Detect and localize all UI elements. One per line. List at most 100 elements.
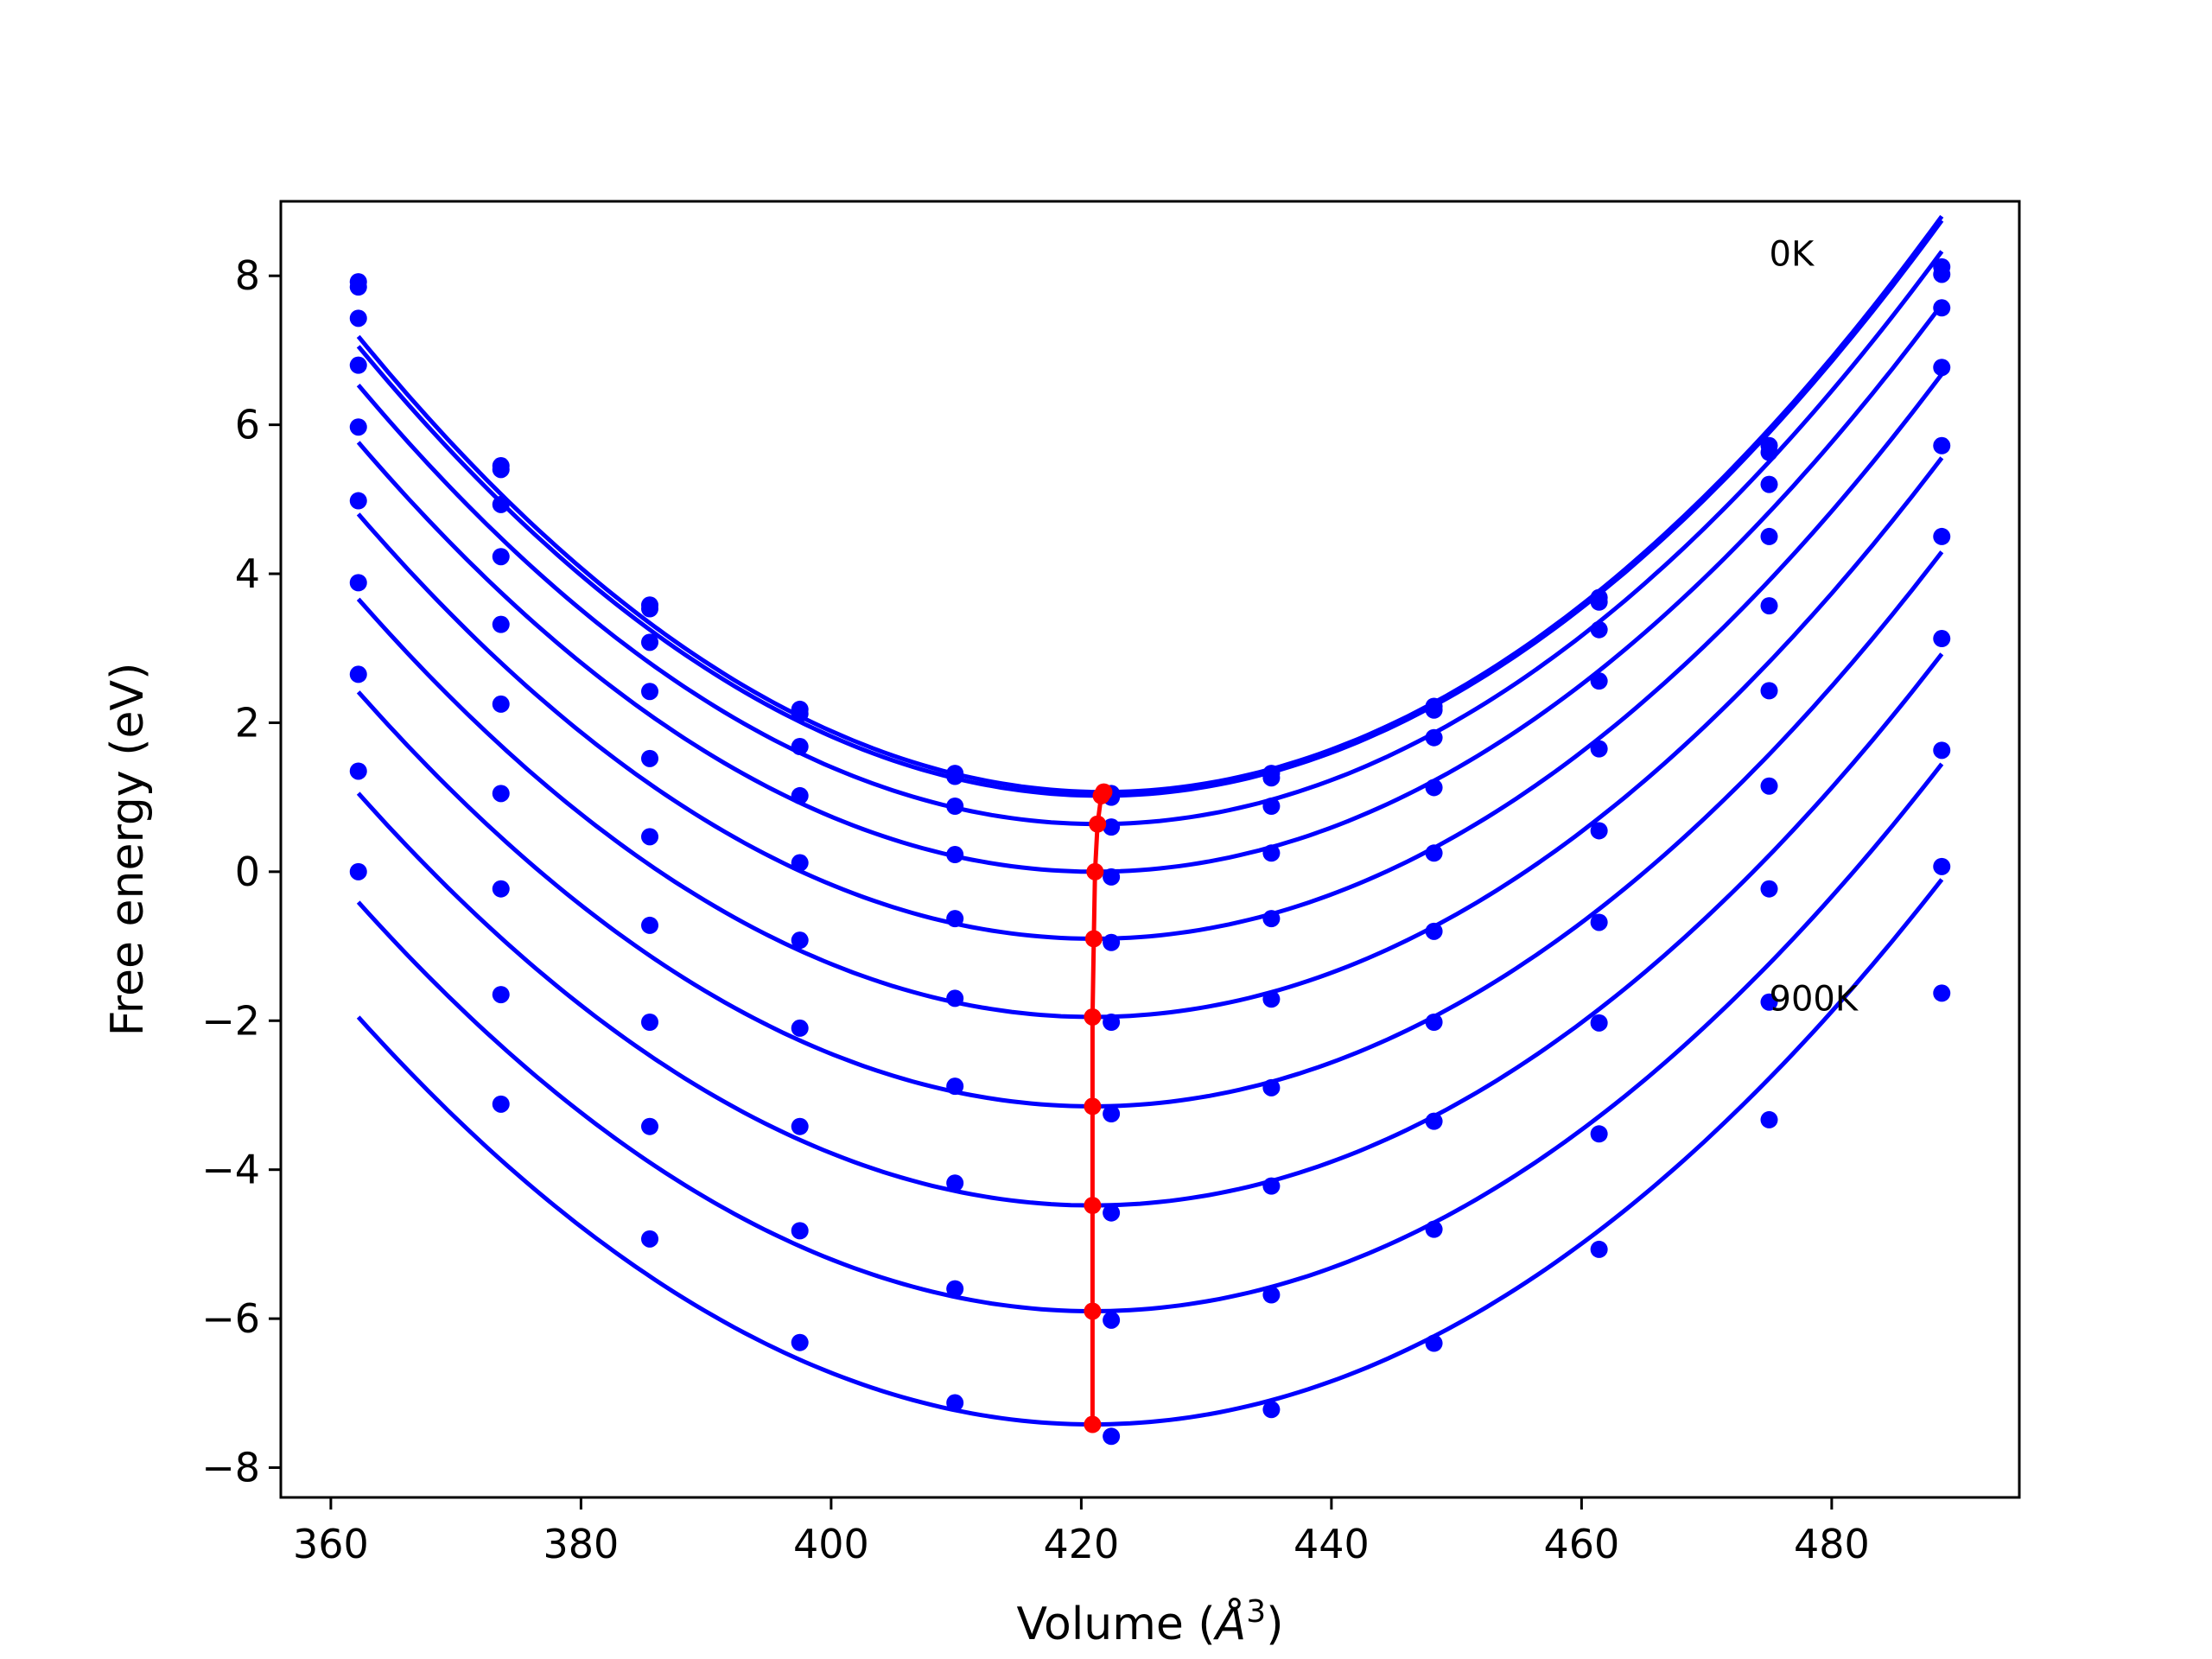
data-point (1590, 620, 1608, 639)
temperature-annotation: 900K (1770, 979, 1859, 1019)
data-point (1103, 1427, 1121, 1446)
data-point (349, 356, 367, 374)
data-point (1760, 682, 1778, 700)
data-point (1760, 527, 1778, 545)
minimum-point (1089, 815, 1107, 833)
data-point (1590, 822, 1608, 840)
data-point (1933, 630, 1951, 648)
data-point (1760, 475, 1778, 493)
data-point (1425, 1112, 1443, 1130)
data-point (1933, 527, 1951, 545)
fit-curve (356, 456, 1944, 1020)
y-tick-label: −4 (201, 1147, 260, 1193)
data-point (1262, 1286, 1281, 1304)
data-point (1262, 1401, 1281, 1419)
data-point (1262, 1078, 1281, 1096)
data-point (1425, 1334, 1443, 1352)
minimum-point (1084, 1302, 1102, 1320)
data-point (946, 767, 964, 785)
data-point (791, 931, 809, 950)
data-point (641, 828, 659, 846)
minimum-point (1084, 1197, 1102, 1215)
data-point (791, 1222, 809, 1240)
x-tick-label: 440 (1294, 1521, 1370, 1567)
data-point (946, 1174, 964, 1192)
y-tick-label: −6 (201, 1295, 260, 1342)
fit-curve (356, 550, 1944, 1109)
data-point (1262, 798, 1281, 815)
data-point (1103, 933, 1121, 951)
data-point (1933, 265, 1951, 283)
data-point (1933, 857, 1951, 875)
data-point (1425, 1220, 1443, 1238)
data-point (946, 1077, 964, 1096)
x-tick-label: 380 (543, 1521, 619, 1567)
data-point (349, 418, 367, 436)
data-point (1760, 597, 1778, 615)
plot-area (349, 214, 1951, 1446)
x-tick-label: 460 (1543, 1521, 1619, 1567)
data-point (492, 548, 510, 566)
data-point (1933, 359, 1951, 377)
data-point (946, 1280, 964, 1298)
fit-curve (356, 302, 1944, 874)
data-point (1262, 990, 1281, 1008)
data-point (1933, 299, 1951, 317)
data-point (492, 986, 510, 1004)
y-tick-label: 4 (235, 550, 260, 597)
minimum-point (1084, 1007, 1102, 1026)
fit-curves (356, 214, 1944, 1427)
data-point (349, 862, 367, 880)
minimum-point (1086, 862, 1104, 880)
minimum-point (1084, 930, 1103, 948)
data-point (1262, 844, 1281, 862)
data-point (791, 1117, 809, 1135)
data-point (492, 615, 510, 633)
y-axis-label: Free energy (eV) (102, 663, 154, 1037)
data-point (1425, 779, 1443, 797)
data-point (492, 461, 510, 479)
data-points (349, 257, 1951, 1446)
fit-curve (356, 219, 1944, 798)
data-point (1425, 728, 1443, 747)
data-point (349, 665, 367, 683)
data-point (1933, 984, 1951, 1002)
data-point (1103, 1014, 1121, 1031)
minima (1084, 783, 1113, 1433)
data-point (791, 705, 809, 723)
data-point (641, 916, 659, 934)
fit-curve (356, 214, 1944, 795)
x-tick-label: 480 (1794, 1521, 1870, 1567)
data-point (641, 600, 659, 618)
data-point (349, 762, 367, 780)
axis-ticks: 360 380 400 420 440 460 480 −8 −6 −4 −2 0 2 4 6 8 (201, 252, 1870, 1567)
data-point (946, 798, 964, 815)
data-point (492, 785, 510, 803)
data-point (1103, 1105, 1121, 1123)
minimum-point (1084, 1097, 1102, 1116)
data-point (791, 854, 809, 872)
data-point (492, 695, 510, 713)
data-point (1590, 1125, 1608, 1143)
minimum-point (1084, 1415, 1102, 1433)
data-point (1262, 1177, 1281, 1195)
data-point (1590, 740, 1608, 758)
minimum-point (1092, 786, 1110, 804)
data-point (349, 574, 367, 592)
data-point (1760, 1110, 1778, 1128)
data-point (791, 786, 809, 804)
data-point (1590, 593, 1608, 611)
data-point (791, 1019, 809, 1037)
fit-curve (356, 762, 1944, 1314)
data-point (492, 1095, 510, 1113)
data-point (1760, 443, 1778, 461)
data-point (1425, 844, 1443, 862)
data-point (1103, 818, 1121, 836)
data-point (641, 1014, 659, 1031)
plot-frame (279, 200, 2021, 1499)
x-tick-label: 360 (293, 1521, 369, 1567)
data-point (1425, 1014, 1443, 1031)
y-tick-label: 6 (235, 402, 260, 448)
temperature-annotation: 0K (1770, 234, 1815, 274)
